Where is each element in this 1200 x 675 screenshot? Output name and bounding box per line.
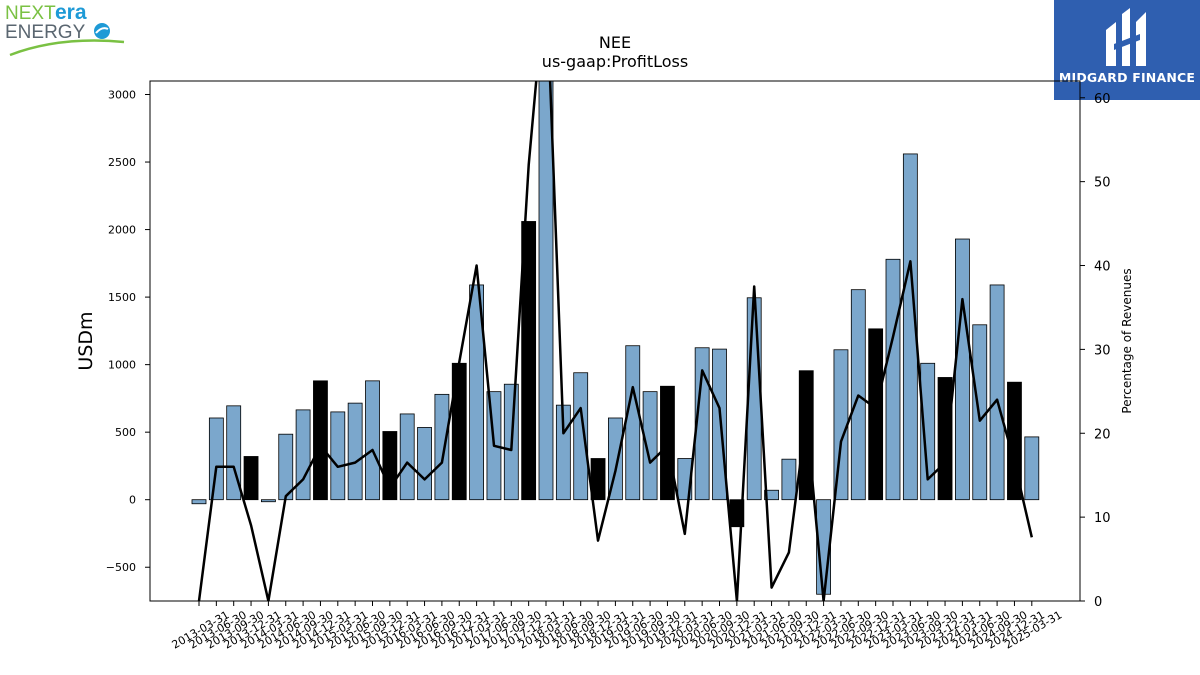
y-axis-label: USDm — [75, 311, 97, 370]
bar-2015-06-30 — [347, 402, 363, 501]
bar-2018-12-31 — [590, 458, 606, 501]
y-tick-label: 1500 — [108, 291, 136, 304]
bar-2013-03-31 — [191, 499, 207, 505]
y2-tick-label: 10 — [1094, 511, 1111, 526]
y-tick-label: −500 — [106, 561, 136, 574]
y2-tick-label: 40 — [1094, 260, 1111, 275]
bar-2015-09-30 — [365, 380, 380, 501]
bar-2021-03-31 — [746, 297, 762, 501]
bar-2021-06-30 — [764, 489, 779, 501]
y-axis-right: 0 10 20 30 40 50 60 — [1080, 92, 1111, 610]
y2-tick-label: 60 — [1094, 92, 1111, 107]
y2-tick-label: 50 — [1094, 176, 1111, 191]
bar-2022-12-31 — [868, 328, 884, 501]
y-axis-left: −500 0 500 1000 1500 2000 2500 3000 — [106, 89, 150, 574]
x-axis: 2013-03-312013-06-302013-09-302013-12-31… — [170, 601, 1064, 652]
pct-revenues-line — [197, 81, 1034, 601]
bar-2014-12-31 — [313, 380, 328, 501]
chart-title: NEE — [598, 33, 632, 52]
bar-2017-03-31 — [469, 284, 485, 501]
bar-2018-03-31 — [538, 81, 554, 501]
pct-revenues-line-group — [197, 81, 1034, 601]
nextera-energy-logo: NEXT era ENERGY — [0, 0, 130, 60]
bar-2024-03-31 — [955, 238, 970, 501]
bar-2014-03-31 — [260, 499, 276, 503]
y2-tick-label: 0 — [1094, 595, 1102, 610]
bar-2021-12-31 — [798, 370, 814, 501]
y-tick-label: 2500 — [108, 156, 136, 169]
bar-2014-09-30 — [295, 409, 311, 501]
logo-swoosh — [9, 39, 125, 57]
y-tick-label: 500 — [115, 426, 136, 439]
plot-frame — [149, 80, 1081, 602]
y-tick-label: 1000 — [108, 359, 136, 372]
chart-subtitle: us-gaap:ProfitLoss — [541, 52, 689, 71]
bar-2019-03-31 — [608, 417, 623, 501]
bar-2019-06-30 — [625, 345, 641, 501]
y2-tick-label: 30 — [1094, 343, 1111, 358]
bar-2025-03-31 — [1024, 436, 1040, 501]
bar-2017-12-31 — [521, 221, 537, 501]
midgard-finance-text: MIDGARD FINANCE — [1058, 70, 1196, 85]
midgard-finance-logo: MIDGARD FINANCE — [1054, 0, 1200, 100]
y-tick-label: 2000 — [108, 224, 136, 237]
bar-2016-06-30 — [417, 427, 432, 501]
bar-2019-12-31 — [660, 385, 675, 501]
bar-2021-09-30 — [781, 458, 797, 501]
bar-2015-12-31 — [382, 431, 398, 501]
bar-2016-03-31 — [399, 413, 415, 501]
bar-2020-06-30 — [694, 347, 710, 501]
bars-group — [191, 81, 1040, 595]
bar-2023-03-31 — [885, 258, 901, 501]
bar-2020-09-30 — [712, 348, 727, 501]
y-tick-label: 0 — [129, 494, 136, 507]
y2-tick-label: 20 — [1094, 427, 1111, 442]
bar-2013-06-30 — [208, 417, 224, 501]
bar-2016-09-30 — [434, 393, 450, 501]
logo-globe-icon — [94, 23, 110, 39]
logo-text-energy: ENERGY — [5, 22, 86, 43]
bar-2018-09-30 — [573, 372, 589, 501]
logo-text-era: era — [55, 1, 87, 24]
bar-2024-09-30 — [989, 284, 1005, 501]
bar-2019-09-30 — [642, 391, 658, 501]
bar-2023-12-31 — [937, 377, 953, 501]
bar-2013-12-31 — [243, 456, 259, 501]
bar-2023-09-30 — [920, 362, 936, 501]
midgard-mark-icon — [1106, 8, 1146, 66]
logo-text-next: NEXT — [5, 3, 56, 24]
bar-2015-03-31 — [330, 411, 346, 501]
bar-2023-06-30 — [902, 153, 918, 501]
y-tick-label: 3000 — [108, 89, 136, 102]
y2-axis-label: Percentage of Revenues — [1120, 268, 1134, 413]
